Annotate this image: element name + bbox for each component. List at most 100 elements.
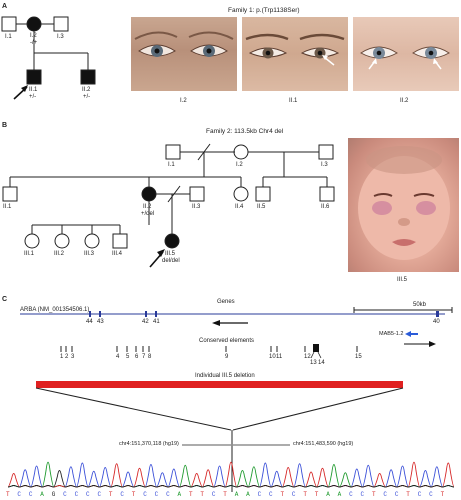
sequence-base: T xyxy=(6,491,10,498)
sequence-base: C xyxy=(211,491,216,498)
conserved-label-4: 4 xyxy=(116,354,120,360)
sequence-base: C xyxy=(417,491,422,498)
photo-label-ii1: II.1 xyxy=(289,98,298,104)
panel-b-family-title: Family 2: 113.5kb Chr4 del xyxy=(206,128,284,135)
sequence-base: C xyxy=(154,491,159,498)
chromatogram-trace-G xyxy=(7,470,455,488)
ped-b-iii5-genotype: del/del xyxy=(162,258,180,264)
breakpoint-left: chr4:151,370,118 (hg19) xyxy=(119,441,179,447)
panel-c-letter: C xyxy=(2,296,8,303)
conserved-label-15: 15 xyxy=(355,354,362,360)
sequence-base: C xyxy=(74,491,79,498)
exon-marks xyxy=(89,311,439,317)
pedigree-b-i1-square xyxy=(165,144,181,160)
scale-bar xyxy=(353,307,453,313)
conserved-element-13-14 xyxy=(313,344,319,352)
ped-b-iii1: III.1 xyxy=(24,251,35,257)
exon-label-43: 43 xyxy=(97,319,104,325)
sequence-base: T xyxy=(303,491,307,498)
conserved-label-7: 7 xyxy=(142,354,146,360)
sequence-base: C xyxy=(291,491,296,498)
conserved-label-11: 11 xyxy=(276,354,283,360)
sequence-base: A xyxy=(326,491,330,498)
exon-label-42: 42 xyxy=(142,319,149,325)
conserved-label-14: 14 xyxy=(318,360,325,366)
photo-label-ii2: II.2 xyxy=(400,98,409,104)
sequence-base: G xyxy=(51,491,56,498)
sequence-base: C xyxy=(360,491,365,498)
conserved-label-3: 3 xyxy=(71,354,75,360)
mab5-gene-mark xyxy=(405,331,411,337)
sequence-base: T xyxy=(200,491,205,498)
ped-b-iii5: III.5 xyxy=(165,251,176,257)
pedigree-b-iii1-circle xyxy=(24,233,40,249)
sequence-base: T xyxy=(371,491,376,498)
gene-direction-arrow xyxy=(212,320,248,326)
pedigree-b-ii5-square xyxy=(255,186,271,202)
conserved-element-marks xyxy=(60,346,358,352)
conserved-label-10: 10 xyxy=(269,354,276,360)
chromatogram-trace-A xyxy=(7,461,455,488)
ped-a-i2-genotype: -/+ xyxy=(30,40,38,46)
exon-41 xyxy=(155,311,157,317)
sequence-base: T xyxy=(314,491,319,498)
pedigree-b-ii2-circle xyxy=(141,186,157,202)
ped-b-i3: I.3 xyxy=(321,162,328,168)
conserved-label-9: 9 xyxy=(225,354,229,360)
ped-b-ii2-genotype: +/del xyxy=(141,211,155,217)
exon-label-41: 41 xyxy=(153,319,160,325)
conserved-label-1: 1 xyxy=(60,354,64,360)
chromatogram-trace-T xyxy=(7,461,455,488)
deletion-title: Individual III.5 deletion xyxy=(195,373,255,379)
sequence-base: C xyxy=(394,491,399,498)
ped-b-i1: I.1 xyxy=(168,162,175,168)
sequence-base: C xyxy=(349,491,353,498)
sequence-base: C xyxy=(97,491,102,498)
pedigree-i1-square xyxy=(1,16,17,32)
ped-b-iii2: III.2 xyxy=(54,251,65,257)
sequence-base: A xyxy=(234,491,239,498)
deletion-bar xyxy=(36,381,403,388)
sequence-base: C xyxy=(429,491,433,498)
gene-name: ARBA (NM_001354506.1) xyxy=(20,307,90,313)
conserved-label-8: 8 xyxy=(148,354,152,360)
ped-b-iii4: III.4 xyxy=(112,251,123,257)
sequence-base: A xyxy=(177,491,182,498)
mab5-gene-label: MAB5-1.2 xyxy=(379,331,404,337)
photo-eyes-ii1 xyxy=(242,17,348,91)
sequence-base: C xyxy=(269,491,273,498)
pedigree-b-ii6-square xyxy=(319,186,335,202)
sequence-base: T xyxy=(406,491,410,498)
exon-40 xyxy=(436,311,439,317)
ped-a-ii1: II.1 xyxy=(29,87,38,93)
photo-eyes-i2 xyxy=(131,17,237,91)
sequence-base: C xyxy=(120,491,124,498)
ped-a-ii2-genotype: +/- xyxy=(83,94,91,100)
pedigree-family-2 xyxy=(2,143,335,249)
ped-a-ii2: II.2 xyxy=(82,87,91,93)
exon-43 xyxy=(99,311,101,317)
photo-eyes-ii2 xyxy=(353,17,459,91)
sequence-base: T xyxy=(440,491,445,498)
panel-a-letter: A xyxy=(2,3,8,10)
ped-b-ii5: II.5 xyxy=(257,204,266,210)
photo-baby-iii5 xyxy=(348,138,459,272)
exon-label-44: 44 xyxy=(86,319,93,325)
conserved-label-2: 2 xyxy=(65,354,69,360)
genes-track-title: Genes xyxy=(217,299,235,305)
ped-b-ii3: II.3 xyxy=(192,204,201,210)
ped-a-ii1-genotype: +/- xyxy=(29,94,37,100)
sequence-base: A xyxy=(337,491,342,498)
photo-label-i2: I.2 xyxy=(180,98,187,104)
pedigree-b-iii2-circle xyxy=(54,233,70,249)
pedigree-b-ii4-circle xyxy=(233,186,249,202)
sequence-base: A xyxy=(246,491,250,498)
sequence-base: T xyxy=(108,491,113,498)
conserved-label-13: 13 xyxy=(310,360,317,366)
sequence-base: T xyxy=(223,491,227,498)
pedigree-ii2-square xyxy=(80,69,96,85)
pedigree-b-ii3-square xyxy=(189,186,205,202)
pedigree-b-iii5-circle xyxy=(164,233,180,249)
conserved-label-5: 5 xyxy=(126,354,130,360)
